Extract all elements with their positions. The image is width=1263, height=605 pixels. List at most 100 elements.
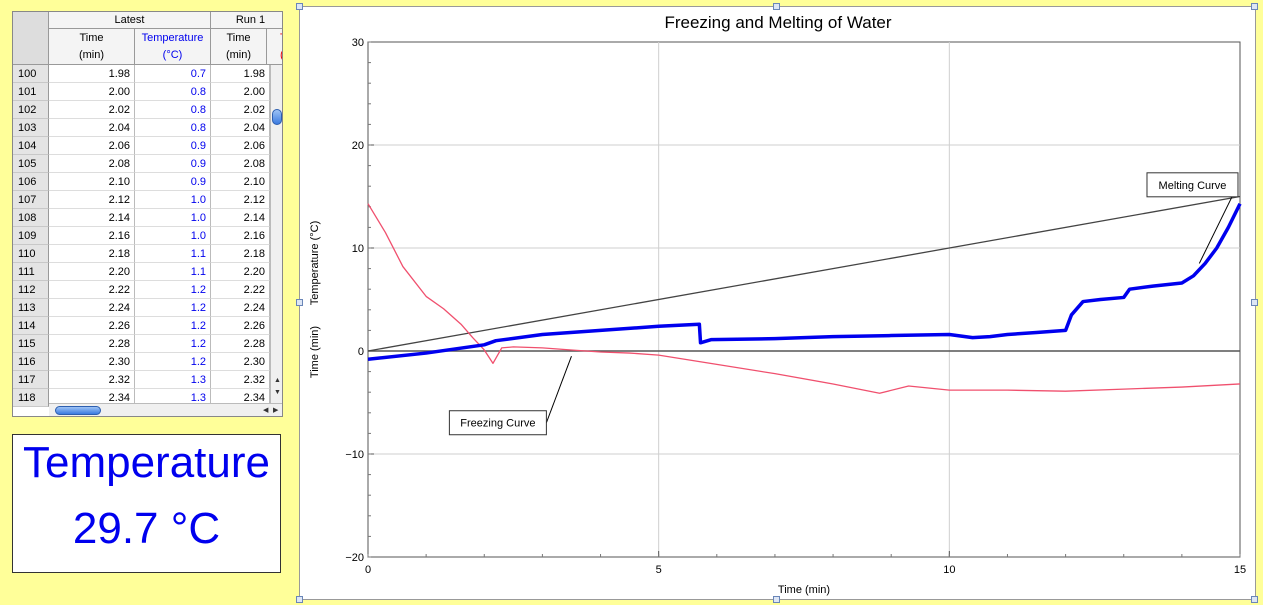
- cell-temperature[interactable]: 0.9: [135, 155, 211, 173]
- cell-temperature[interactable]: 1.1: [135, 245, 211, 263]
- cell-temperature[interactable]: 1.3: [135, 371, 211, 389]
- cell-time-run1[interactable]: 2.00: [211, 83, 270, 101]
- resize-handle-left[interactable]: [296, 299, 303, 306]
- cell-time[interactable]: 2.22: [49, 281, 135, 299]
- cell-temperature[interactable]: 0.9: [135, 173, 211, 191]
- resize-handle-top-left[interactable]: [296, 3, 303, 10]
- table-row[interactable]: 106 2.10 0.9 2.10: [13, 173, 270, 191]
- cell-temperature[interactable]: 0.8: [135, 83, 211, 101]
- table-row[interactable]: 108 2.14 1.0 2.14: [13, 209, 270, 227]
- table-row[interactable]: 109 2.16 1.0 2.16: [13, 227, 270, 245]
- cell-time-run1[interactable]: 2.12: [211, 191, 270, 209]
- vertical-scrollbar[interactable]: ▲ ▼: [270, 65, 282, 403]
- header-time-latest[interactable]: Time (min): [49, 29, 135, 65]
- cell-time-run1[interactable]: 2.30: [211, 353, 270, 371]
- cell-time-run1[interactable]: 2.10: [211, 173, 270, 191]
- annotation-box[interactable]: [1146, 172, 1239, 198]
- cell-temperature[interactable]: 1.2: [135, 335, 211, 353]
- cell-time[interactable]: 2.10: [49, 173, 135, 191]
- header-temperature-run1[interactable]: Te (°: [267, 29, 282, 65]
- cell-time[interactable]: 2.30: [49, 353, 135, 371]
- cell-temperature[interactable]: 1.2: [135, 281, 211, 299]
- cell-time[interactable]: 2.26: [49, 317, 135, 335]
- table-row[interactable]: 100 1.98 0.7 1.98: [13, 65, 270, 83]
- horizontal-scroll-thumb[interactable]: [55, 406, 101, 415]
- cell-temperature[interactable]: 1.0: [135, 227, 211, 245]
- cell-time-run1[interactable]: 2.16: [211, 227, 270, 245]
- chart-svg[interactable]: Freezing and Melting of Water 0 5 10 15 30 20 1…: [300, 7, 1257, 601]
- cell-time[interactable]: 2.16: [49, 227, 135, 245]
- table-row[interactable]: 112 2.22 1.2 2.22: [13, 281, 270, 299]
- cell-time[interactable]: 2.14: [49, 209, 135, 227]
- table-row[interactable]: 117 2.32 1.3 2.32: [13, 371, 270, 389]
- cell-temperature[interactable]: 1.2: [135, 353, 211, 371]
- cell-time[interactable]: 2.06: [49, 137, 135, 155]
- header-temperature-latest[interactable]: Temperature (°C): [135, 29, 211, 65]
- cell-time[interactable]: 1.98: [49, 65, 135, 83]
- cell-time-run1[interactable]: 2.26: [211, 317, 270, 335]
- vertical-scroll-thumb[interactable]: [272, 109, 282, 125]
- cell-time-run1[interactable]: 2.14: [211, 209, 270, 227]
- cell-temperature[interactable]: 1.2: [135, 317, 211, 335]
- temperature-meter[interactable]: Temperature 29.7 °C: [12, 434, 281, 573]
- cell-time-run1[interactable]: 2.28: [211, 335, 270, 353]
- table-row[interactable]: 116 2.30 1.2 2.30: [13, 353, 270, 371]
- resize-handle-top-right[interactable]: [1251, 3, 1258, 10]
- cell-temperature[interactable]: 0.9: [135, 137, 211, 155]
- resize-handle-bottom-right[interactable]: [1251, 596, 1258, 603]
- cell-time-run1[interactable]: 2.04: [211, 119, 270, 137]
- cell-time-run1[interactable]: 2.06: [211, 137, 270, 155]
- cell-temperature[interactable]: 1.0: [135, 191, 211, 209]
- cell-temperature[interactable]: 1.0: [135, 209, 211, 227]
- table-row[interactable]: 104 2.06 0.9 2.06: [13, 137, 270, 155]
- cell-time[interactable]: 2.12: [49, 191, 135, 209]
- cell-time-run1[interactable]: 2.20: [211, 263, 270, 281]
- graph-panel[interactable]: Freezing and Melting of Water 0 5 10 15 30 20 1…: [299, 6, 1256, 600]
- cell-time[interactable]: 2.24: [49, 299, 135, 317]
- data-table[interactable]: Latest Run 1 Time (min) Temperature (°C)…: [12, 11, 283, 417]
- cell-time[interactable]: 2.04: [49, 119, 135, 137]
- scroll-up-arrow-icon[interactable]: ▲: [274, 377, 281, 384]
- scroll-right-arrow-icon[interactable]: ▶: [273, 407, 279, 414]
- table-row[interactable]: 115 2.28 1.2 2.28: [13, 335, 270, 353]
- cell-time[interactable]: 2.20: [49, 263, 135, 281]
- table-row[interactable]: 107 2.12 1.0 2.12: [13, 191, 270, 209]
- table-row[interactable]: 111 2.20 1.1 2.20: [13, 263, 270, 281]
- scroll-down-arrow-icon[interactable]: ▼: [274, 389, 281, 396]
- cell-time[interactable]: 2.08: [49, 155, 135, 173]
- melting-curve-series[interactable]: [367, 202, 1242, 361]
- table-row[interactable]: 102 2.02 0.8 2.02: [13, 101, 270, 119]
- table-row[interactable]: 110 2.18 1.1 2.18: [13, 245, 270, 263]
- table-row[interactable]: 113 2.24 1.2 2.24: [13, 299, 270, 317]
- table-row[interactable]: 105 2.08 0.9 2.08: [13, 155, 270, 173]
- cell-time-run1[interactable]: 2.24: [211, 299, 270, 317]
- cell-time-run1[interactable]: 2.08: [211, 155, 270, 173]
- annotation-box[interactable]: [448, 410, 547, 436]
- cell-time[interactable]: 2.18: [49, 245, 135, 263]
- cell-time[interactable]: 2.00: [49, 83, 135, 101]
- time-series-line[interactable]: [367, 195, 1241, 352]
- table-row[interactable]: 101 2.00 0.8 2.00: [13, 83, 270, 101]
- cell-temperature[interactable]: 1.1: [135, 263, 211, 281]
- table-row[interactable]: 114 2.26 1.2 2.26: [13, 317, 270, 335]
- cell-time[interactable]: 2.28: [49, 335, 135, 353]
- cell-time[interactable]: 2.02: [49, 101, 135, 119]
- cell-temperature[interactable]: 0.8: [135, 101, 211, 119]
- resize-handle-bottom[interactable]: [773, 596, 780, 603]
- table-row[interactable]: 103 2.04 0.8 2.04: [13, 119, 270, 137]
- resize-handle-top[interactable]: [773, 3, 780, 10]
- cell-time-run1[interactable]: 1.98: [211, 65, 270, 83]
- cell-temperature[interactable]: 1.2: [135, 299, 211, 317]
- resize-handle-right[interactable]: [1251, 299, 1258, 306]
- cell-time[interactable]: 2.32: [49, 371, 135, 389]
- resize-handle-bottom-left[interactable]: [296, 596, 303, 603]
- cell-time-run1[interactable]: 2.18: [211, 245, 270, 263]
- cell-temperature[interactable]: 0.8: [135, 119, 211, 137]
- cell-temperature[interactable]: 0.7: [135, 65, 211, 83]
- cell-time-run1[interactable]: 2.32: [211, 371, 270, 389]
- cell-time-run1[interactable]: 2.22: [211, 281, 270, 299]
- freezing-curve-series[interactable]: [367, 203, 1241, 394]
- scroll-left-arrow-icon[interactable]: ◀: [263, 407, 269, 414]
- cell-time-run1[interactable]: 2.02: [211, 101, 270, 119]
- horizontal-scrollbar[interactable]: ◀ ▶: [49, 403, 282, 416]
